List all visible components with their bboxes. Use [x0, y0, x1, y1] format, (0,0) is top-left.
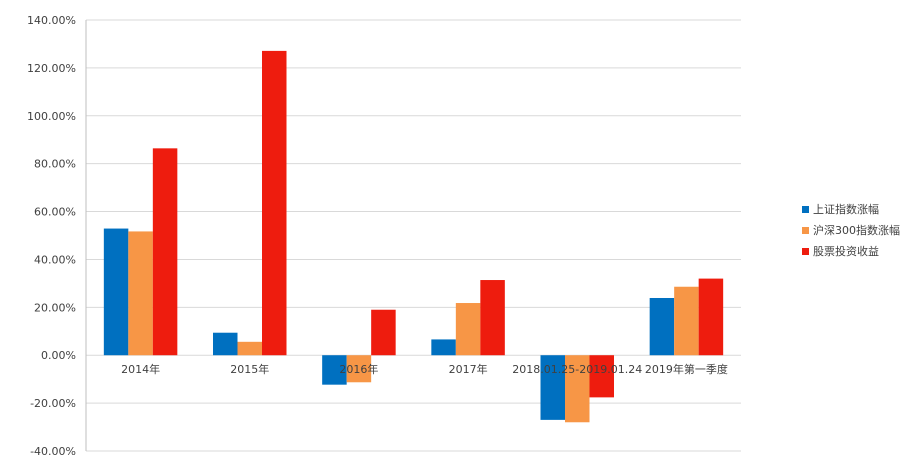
bar: [455, 303, 481, 356]
bar: [431, 339, 456, 356]
y-tick-label: 100.00%: [27, 110, 76, 123]
legend-label: 上证指数涨幅: [813, 202, 879, 216]
x-axis-category-labels: 2014年 2015年 2016年 2017年 2018.01.25-2019.01.2…: [121, 362, 728, 376]
x-category-label: 2014年: [121, 362, 160, 376]
y-tick-label: -20.00%: [30, 397, 76, 410]
y-tick-label: 120.00%: [27, 62, 76, 75]
bar: [237, 341, 262, 356]
bar: [589, 355, 614, 398]
y-tick-label: 60.00%: [34, 206, 76, 219]
bar: [540, 355, 565, 420]
y-tick-label: -40.00%: [30, 445, 76, 458]
bar: [322, 355, 347, 385]
bar: [565, 355, 590, 423]
y-tick-label: 40.00%: [34, 253, 76, 266]
bar: [649, 297, 675, 356]
bars: [103, 50, 724, 423]
legend-label: 沪深300指数涨幅: [813, 223, 900, 237]
bar: [262, 50, 287, 356]
legend-swatch: [802, 227, 809, 234]
y-axis-tick-labels: 140.00% 120.00% 100.00% 80.00% 60.00% 40.00% 2…: [27, 14, 76, 458]
bar: [128, 231, 153, 356]
x-category-label: 2016年: [339, 362, 378, 376]
bar: [371, 309, 396, 356]
bar: [346, 355, 372, 383]
x-category-label: 2017年: [449, 362, 488, 376]
bar: [480, 280, 505, 356]
gridlines: [86, 19, 741, 452]
bar: [213, 332, 238, 356]
bar: [103, 228, 129, 356]
y-tick-label: 0.00%: [41, 349, 76, 362]
x-category-label: 2018.01.25-2019.01.24: [512, 363, 642, 376]
x-category-label: 2015年: [230, 362, 269, 376]
y-tick-label: 20.00%: [34, 301, 76, 314]
y-tick-label: 80.00%: [34, 158, 76, 171]
bar: [152, 148, 178, 356]
legend-swatch: [802, 248, 809, 255]
x-category-label: 2019年第一季度: [645, 362, 728, 376]
bar: [674, 286, 699, 356]
y-tick-label: 140.00%: [27, 14, 76, 27]
legend-label: 股票投资收益: [813, 244, 879, 258]
bar: [698, 278, 724, 356]
legend-swatch: [802, 206, 809, 213]
